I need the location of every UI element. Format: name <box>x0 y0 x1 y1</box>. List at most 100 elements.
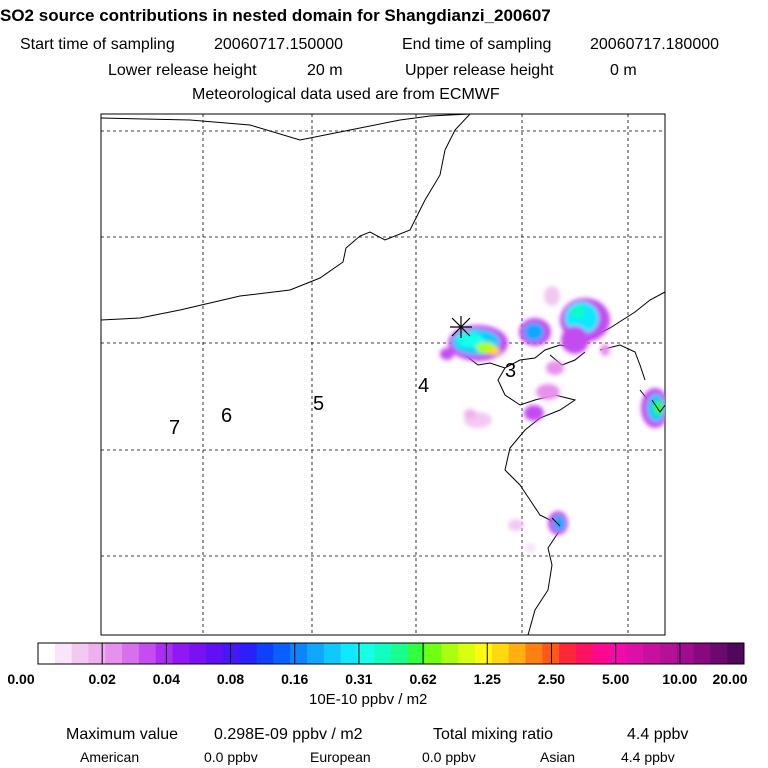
legend-color-cell <box>676 643 695 664</box>
legend-color-cell <box>441 643 459 664</box>
legend-color-cell <box>54 643 73 664</box>
legend-tick-label: 0.62 <box>409 671 437 687</box>
lower-release-label: Lower release height <box>108 62 257 79</box>
legend-color-cell <box>475 643 493 664</box>
coastline-peninsula <box>549 351 586 366</box>
legend-color-cell <box>559 643 577 664</box>
plume-east-2-core <box>571 306 585 318</box>
plume-south <box>553 515 565 531</box>
meteo-note: Meteorological data used are from ECMWF <box>192 86 500 103</box>
max-value: 0.298E-09 ppbv / m2 <box>214 726 363 743</box>
contour-label-4: 4 <box>418 375 429 397</box>
legend-color-cell <box>643 643 661 664</box>
total-label: Total mixing ratio <box>433 726 554 743</box>
legend-color-cell <box>693 643 711 664</box>
legend-color-cell <box>306 643 325 664</box>
legend-color-cell <box>727 643 745 664</box>
legend-tick-label: 0.04 <box>152 671 180 687</box>
european-label: European <box>310 749 371 765</box>
upper-release-label: Upper release height <box>405 62 554 79</box>
legend-tick-label: 0.31 <box>345 671 373 687</box>
plume-faint-mid <box>546 361 564 375</box>
plume-faint-top <box>544 286 560 306</box>
legend-color-cell <box>542 643 560 664</box>
legend-color-cell <box>206 643 224 664</box>
map-frame <box>100 113 666 636</box>
plume-coast <box>524 405 544 421</box>
plume-station-core <box>488 347 500 355</box>
american-value: 0.0 ppbv <box>204 749 258 765</box>
legend-color-cell <box>290 643 308 664</box>
legend-color-cell <box>273 643 291 664</box>
plume-middle-halo <box>561 326 589 354</box>
asian-label: Asian <box>540 749 576 765</box>
legend-color-cell <box>155 643 173 664</box>
legend-color-cell <box>491 643 510 664</box>
legend-color-cell <box>38 643 56 664</box>
contour-label-6: 6 <box>221 405 232 427</box>
border-line-west <box>101 114 471 321</box>
legend-color-cell <box>88 643 106 664</box>
legend-color-cell <box>575 643 594 664</box>
legend-color-cell <box>189 643 207 664</box>
legend-frame <box>37 642 745 665</box>
legend-color-cell <box>222 643 241 664</box>
plume-east-1 <box>524 323 544 341</box>
legend-unit: 10E-10 ppbv / m2 <box>309 691 428 708</box>
plume-faint-east <box>600 344 610 356</box>
legend-color-cell <box>710 643 728 664</box>
legend-color-cell <box>105 643 123 664</box>
coastline-korea-north <box>599 344 646 381</box>
legend-color-cell <box>357 643 375 664</box>
end-time-label: End time of sampling <box>402 36 552 53</box>
legend-tick-label: 0.16 <box>281 671 309 687</box>
contour-label-3: 3 <box>505 360 516 382</box>
legend-color-cell <box>71 643 89 664</box>
legend-tick-label: 0.00 <box>7 671 35 687</box>
legend-tick-label: 10.00 <box>662 671 698 687</box>
legend-color-cell <box>424 643 442 664</box>
legend-color-cell <box>256 643 274 664</box>
plume-faint-3 <box>524 543 536 553</box>
total-value: 4.4 ppbv <box>627 726 689 743</box>
start-time-label: Start time of sampling <box>20 36 175 53</box>
contour-label-7: 7 <box>169 417 180 439</box>
legend-color-cell <box>138 643 157 664</box>
plume-faint-coast <box>536 384 560 400</box>
plume-station-mid <box>456 332 484 348</box>
legend-color-cell <box>508 643 526 664</box>
marker-east <box>651 399 665 413</box>
legend-tick-label: 0.02 <box>88 671 116 687</box>
legend-tick-label: 1.25 <box>473 671 501 687</box>
legend-color-cell <box>122 643 140 664</box>
european-value: 0.0 ppbv <box>422 749 476 765</box>
legend-color-cell <box>340 643 358 664</box>
legend-color-cell <box>172 643 190 664</box>
legend-color-cell <box>609 643 627 664</box>
legend-tick-label: 2.50 <box>537 671 566 687</box>
coastline-east <box>497 367 577 635</box>
legend-color-cell <box>374 643 392 664</box>
map-grid: 7 6 5 4 3 <box>101 114 665 635</box>
contour-label-5: 5 <box>313 393 324 415</box>
border-line-north <box>101 114 471 141</box>
start-time-value: 20060717.150000 <box>214 36 344 53</box>
end-time-value: 20060717.180000 <box>590 36 720 53</box>
legend-color-cell <box>525 643 543 664</box>
legend-color-cell <box>323 643 342 664</box>
coastline-bay-north <box>454 291 665 369</box>
plume-faint-1-core <box>464 409 476 419</box>
legend-color-cell <box>239 643 258 664</box>
lower-release-value: 20 m <box>307 62 343 79</box>
legend-color-cell <box>458 643 476 664</box>
plume-faint-2 <box>508 519 524 531</box>
legend-tick-label: 20.00 <box>712 671 748 687</box>
legend-color-cell <box>391 643 409 664</box>
legend-tick-label: 0.08 <box>216 671 245 687</box>
station-marker-icon <box>450 316 472 338</box>
legend-color-cell <box>626 643 644 664</box>
legend-color-cell <box>659 643 678 664</box>
concentration-layer <box>440 286 665 553</box>
